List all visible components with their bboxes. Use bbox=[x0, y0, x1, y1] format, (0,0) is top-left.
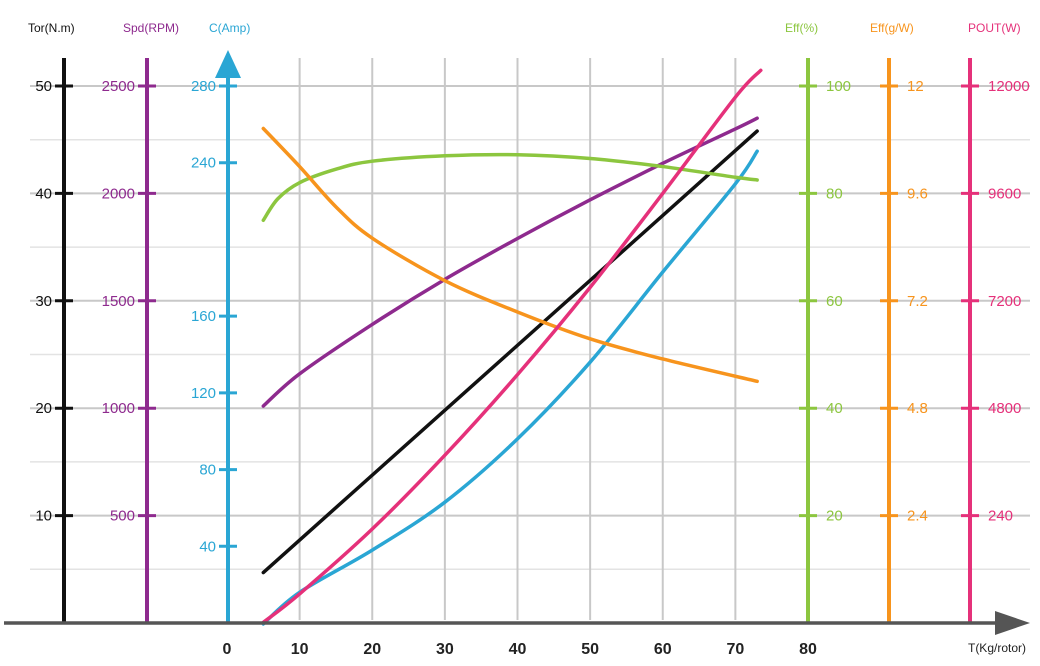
axis-title-tor: Tor(N.m) bbox=[28, 21, 75, 35]
axis-pout: POUT(W) 240 4800 7200 9600 12000 bbox=[961, 21, 1030, 623]
tick-label-eff: 80 bbox=[826, 185, 843, 202]
tick-label-spd: 500 bbox=[110, 508, 135, 525]
x-tick-label: 50 bbox=[581, 641, 599, 658]
tick-label-pout: 12000 bbox=[988, 78, 1030, 95]
tick-label-eff: 60 bbox=[826, 293, 843, 310]
tick-label-amp: 40 bbox=[199, 538, 216, 555]
tick-label-amp: 160 bbox=[191, 308, 216, 325]
x-axis-arrow bbox=[995, 611, 1030, 635]
tick-label-amp: 80 bbox=[199, 462, 216, 479]
series-line-pout bbox=[261, 68, 763, 625]
axis-effg: Eff(g/W) 2.4 4.8 7.2 9.6 12 bbox=[870, 21, 928, 623]
x-tick-label: 30 bbox=[436, 641, 454, 658]
axis-spd: Spd(RPM) 500 1000 1500 2000 2500 bbox=[102, 21, 179, 623]
axis-title-effg: Eff(g/W) bbox=[870, 21, 914, 35]
x-tick-label: 80 bbox=[799, 641, 817, 658]
axis-title-spd: Spd(RPM) bbox=[123, 21, 179, 35]
axis-title-pout: POUT(W) bbox=[968, 21, 1021, 35]
x-tick-label: 70 bbox=[726, 641, 744, 658]
x-tick-label: 0 bbox=[223, 641, 232, 658]
tick-label-pout: 9600 bbox=[988, 185, 1021, 202]
tick-label-spd: 1000 bbox=[102, 400, 135, 417]
tick-label-effg: 2.4 bbox=[907, 508, 928, 525]
x-tick-label: 40 bbox=[509, 641, 527, 658]
grid bbox=[30, 58, 1030, 620]
series-line-tor bbox=[261, 129, 759, 575]
tick-label-tor: 10 bbox=[35, 508, 52, 525]
x-axis-title: T(Kg/rotor) bbox=[968, 641, 1026, 655]
tick-label-pout: 4800 bbox=[988, 400, 1021, 417]
axis-title-eff: Eff(%) bbox=[785, 21, 818, 35]
tick-label-amp: 280 bbox=[191, 78, 216, 95]
series-line-spd bbox=[261, 116, 759, 408]
tick-label-pout: 240 bbox=[988, 508, 1013, 525]
tick-label-spd: 1500 bbox=[102, 293, 135, 310]
axes: Tor(N.m) 10 20 30 40 50 Spd(RPM) 500 1000 1500 200… bbox=[28, 21, 1030, 623]
x-axis: 0 10 20 30 40 50 60 70 80 T(Kg/rotor) bbox=[4, 611, 1030, 658]
series-line-amp bbox=[261, 149, 759, 626]
series-line-effg bbox=[261, 126, 759, 384]
tick-label-spd: 2000 bbox=[102, 185, 135, 202]
tick-label-amp: 240 bbox=[191, 155, 216, 172]
tick-label-effg: 9.6 bbox=[907, 185, 928, 202]
tick-label-effg: 7.2 bbox=[907, 293, 928, 310]
axis-amp: C(Amp) 40 80 120 160 240 280 bbox=[191, 21, 250, 623]
tick-label-eff: 40 bbox=[826, 400, 843, 417]
axis-eff: Eff(%) 20 40 60 80 100 bbox=[785, 21, 851, 623]
tick-label-tor: 20 bbox=[35, 400, 52, 417]
tick-label-tor: 30 bbox=[35, 293, 52, 310]
tick-label-effg: 4.8 bbox=[907, 400, 928, 417]
x-tick-label: 20 bbox=[363, 641, 381, 658]
axis-tor: Tor(N.m) 10 20 30 40 50 bbox=[28, 21, 75, 623]
axis-title-amp: C(Amp) bbox=[209, 21, 250, 35]
tick-label-effg: 12 bbox=[907, 78, 924, 95]
x-tick-label: 60 bbox=[654, 641, 672, 658]
tick-label-pout: 7200 bbox=[988, 293, 1021, 310]
tick-label-tor: 40 bbox=[35, 185, 52, 202]
tick-label-amp: 120 bbox=[191, 385, 216, 402]
series bbox=[261, 68, 763, 626]
tick-label-eff: 100 bbox=[826, 78, 851, 95]
tick-label-tor: 50 bbox=[35, 78, 52, 95]
series-line-eff bbox=[261, 152, 759, 222]
tick-label-spd: 2500 bbox=[102, 78, 135, 95]
amp-axis-arrow bbox=[215, 50, 241, 78]
x-tick-label: 10 bbox=[291, 641, 309, 658]
tick-label-eff: 20 bbox=[826, 508, 843, 525]
